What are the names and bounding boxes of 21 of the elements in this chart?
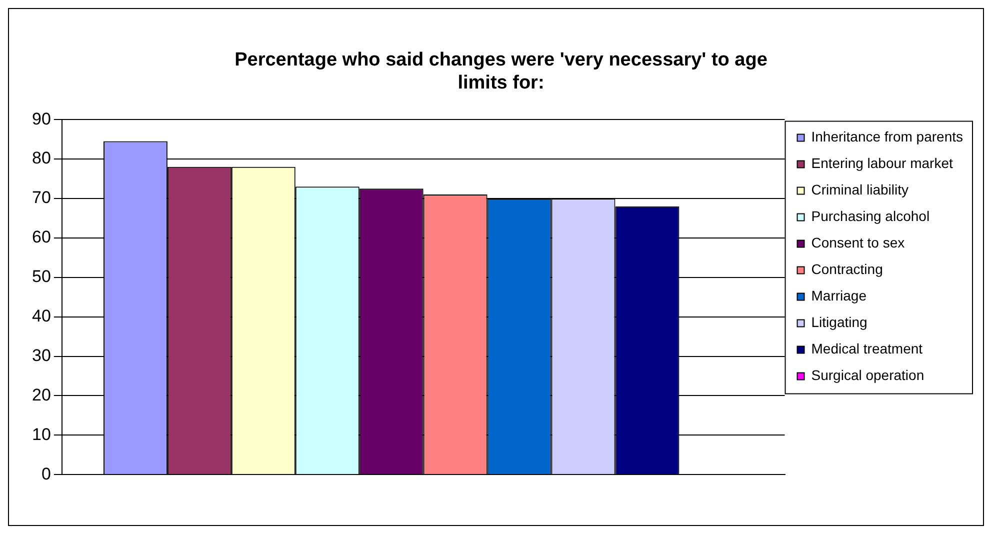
y-tick-label: 0 (41, 464, 51, 484)
legend-label: Purchasing alcohol (811, 208, 930, 224)
y-tick-label: 30 (32, 346, 51, 365)
legend-label: Consent to sex (811, 234, 905, 251)
legend-label: Criminal liability (811, 182, 909, 198)
y-tick-label: 20 (32, 385, 51, 404)
legend-label: Surgical operation (811, 367, 924, 384)
legend-label: Entering labour market (811, 155, 953, 172)
legend-label: Medical treatment (811, 340, 923, 357)
legend-label: Litigating (811, 314, 868, 330)
y-tick-label: 80 (32, 148, 51, 168)
legend-label: Marriage (811, 288, 867, 304)
y-tick-label: 50 (32, 267, 51, 286)
chart-title: Percentage who said changes were 'very necessary' to age limits for: (234, 50, 768, 94)
y-tick-label: 10 (32, 424, 51, 444)
y-tick-label: 90 (32, 109, 51, 128)
y-tick-label: 70 (32, 188, 51, 208)
legend-label: Contracting (811, 261, 883, 278)
legend-label: Inheritance from parents (811, 128, 964, 145)
y-tick-label: 40 (32, 306, 51, 326)
y-tick-label: 60 (32, 228, 51, 247)
